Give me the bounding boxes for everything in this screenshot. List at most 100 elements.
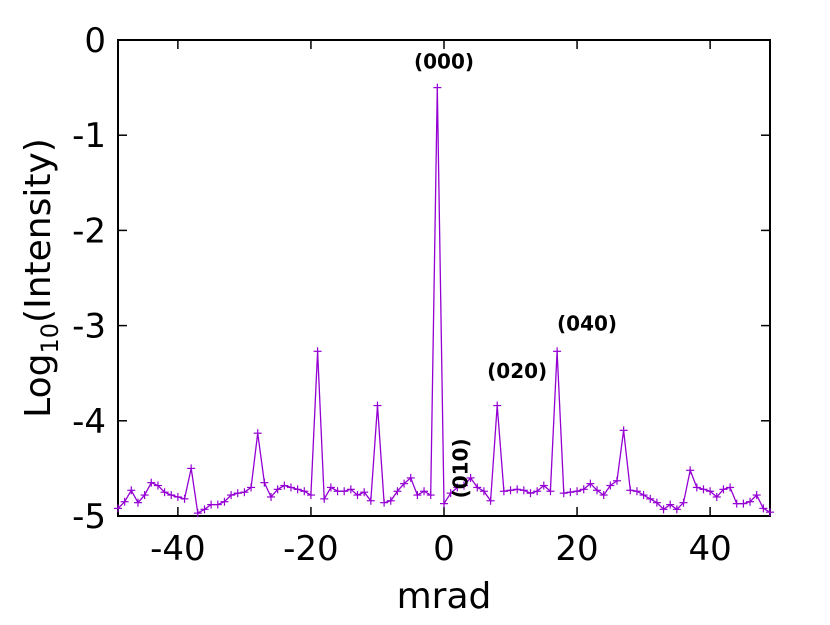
data-point (306, 491, 315, 500)
data-point (213, 500, 222, 509)
data-point (320, 494, 329, 503)
data-point (440, 499, 448, 508)
data-point (133, 498, 142, 507)
data-point (473, 483, 482, 492)
data-point (699, 485, 708, 494)
data-point (486, 496, 495, 505)
data-point (752, 491, 761, 500)
data-point (373, 401, 382, 410)
data-point (692, 483, 701, 492)
y-axis-label-subscript: 10 (36, 323, 64, 354)
data-point (400, 479, 409, 488)
data-point (586, 479, 595, 488)
y-tick-label: -4 (72, 402, 106, 442)
peak-annotations: (000) (010) (020) (040) (414, 50, 617, 499)
data-point (659, 505, 668, 514)
y-axis-label-main: Log (18, 354, 59, 418)
data-point (340, 487, 349, 496)
data-point (459, 481, 468, 490)
annotation-1: (010) (448, 438, 472, 498)
data-point (114, 504, 122, 513)
data-points (114, 83, 774, 518)
data-point (666, 500, 675, 509)
data-point (533, 487, 542, 496)
data-point (300, 487, 309, 496)
data-point (366, 496, 375, 505)
axis-ticks: -40 -20 0 20 40 0 -1 -2 -3 -4 -5 (72, 21, 770, 569)
data-point (253, 429, 262, 438)
data-point (559, 489, 568, 498)
data-point (619, 426, 628, 435)
x-tick-label: -20 (283, 529, 339, 569)
data-point (499, 487, 508, 496)
data-point (247, 483, 256, 492)
series-line-0 (117, 87, 771, 515)
data-point (433, 83, 442, 92)
data-point (227, 491, 236, 500)
data-point (386, 496, 395, 505)
data-point (326, 483, 335, 492)
x-tick-label: 0 (433, 529, 455, 569)
data-point (766, 508, 774, 517)
data-point (193, 509, 202, 518)
plot-frame (117, 39, 771, 517)
data-point (426, 491, 435, 500)
data-point (346, 485, 355, 494)
data-point (353, 491, 362, 500)
data-point (646, 494, 655, 503)
data-point (679, 498, 688, 507)
data-point (479, 487, 488, 496)
data-point (200, 505, 209, 514)
data-point (233, 489, 242, 498)
data-point (393, 487, 402, 496)
data-point (360, 488, 369, 497)
data-point (313, 347, 322, 356)
data-point (593, 486, 602, 495)
data-point (726, 483, 735, 492)
data-point (173, 492, 182, 501)
data-point (553, 347, 562, 356)
annotation-0: (000) (414, 50, 474, 74)
annotation-3: (040) (557, 311, 617, 335)
x-tick-label: 20 (555, 529, 598, 569)
y-tick-label: 0 (84, 21, 106, 61)
data-point (380, 498, 389, 507)
y-axis-label-rest: (Intensity) (18, 138, 59, 323)
data-point (293, 485, 302, 494)
data-point (420, 487, 429, 496)
data-point (120, 497, 129, 506)
data-point (466, 473, 475, 482)
y-tick-label: -3 (72, 307, 106, 347)
data-point (606, 481, 615, 490)
data-point (672, 505, 681, 514)
data-point (406, 473, 415, 482)
data-point (546, 487, 555, 496)
y-tick-label: -1 (72, 116, 106, 156)
data-point (599, 491, 608, 500)
data-point (573, 487, 582, 496)
data-point (260, 478, 269, 487)
data-point (267, 492, 276, 501)
data-point (652, 498, 661, 507)
data-point (746, 497, 755, 506)
data-point (140, 491, 149, 500)
x-tick-label: 40 (688, 529, 731, 569)
data-point (286, 483, 295, 492)
data-point (506, 486, 515, 495)
data-point (719, 485, 728, 494)
data-point (626, 486, 635, 495)
data-point (526, 489, 535, 498)
data-point (686, 466, 695, 475)
data-point (612, 476, 621, 485)
data-point (706, 487, 715, 496)
data-point (632, 487, 641, 496)
x-axis-label: mrad (397, 576, 492, 617)
data-point (280, 481, 289, 490)
data-point (566, 488, 575, 497)
data-point (127, 486, 136, 495)
data-point (187, 464, 196, 473)
y-tick-label: -5 (72, 497, 106, 537)
data-point (759, 504, 768, 513)
data-point (240, 488, 249, 497)
